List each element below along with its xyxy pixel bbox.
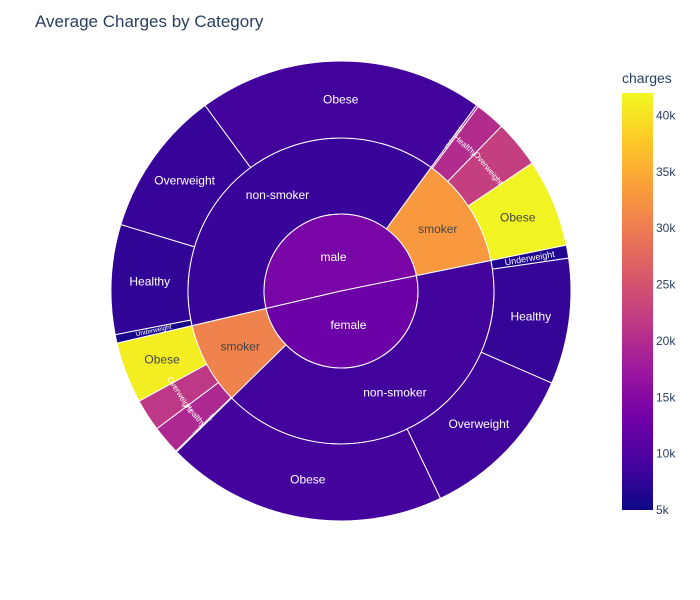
label-male-non-smoker-healthy: Healthy <box>129 274 170 288</box>
label-female-smoker-obese: Obese <box>144 352 180 366</box>
colorbar-tick-label: 10k <box>656 447 676 461</box>
colorbar-tick-label: 25k <box>656 278 676 292</box>
colorbar-tick-label: 40k <box>656 109 676 123</box>
colorbar-tick-label: 35k <box>656 165 676 179</box>
sector-female-non-smoker-underweight[interactable] <box>490 244 570 270</box>
label-male: male <box>321 250 347 264</box>
label-female-non-smoker-obese: Obese <box>290 473 326 487</box>
label-male-non-smoker: non-smoker <box>246 188 309 202</box>
label-female-non-smoker-healthy: Healthy <box>510 310 551 324</box>
colorbar-tick-label: 15k <box>656 390 676 404</box>
colorbar-title: charges <box>622 70 672 86</box>
colorbar-tick-label: 5k <box>656 503 670 517</box>
label-female-non-smoker: non-smoker <box>363 386 426 400</box>
label-female-non-smoker-overweight: Overweight <box>448 417 509 431</box>
label-male-smoker: smoker <box>418 222 457 236</box>
chart-title: Average Charges by Category <box>35 12 264 31</box>
colorbar-tick-label: 20k <box>656 334 676 348</box>
colorbar-tick-label: 30k <box>656 221 676 235</box>
label-female: female <box>330 318 366 332</box>
label-female-smoker: smoker <box>221 339 260 353</box>
label-male-smoker-obese: Obese <box>500 210 536 224</box>
label-male-non-smoker-overweight: Overweight <box>154 173 215 187</box>
colorbar <box>622 93 653 510</box>
label-male-non-smoker-obese: Obese <box>323 93 359 107</box>
